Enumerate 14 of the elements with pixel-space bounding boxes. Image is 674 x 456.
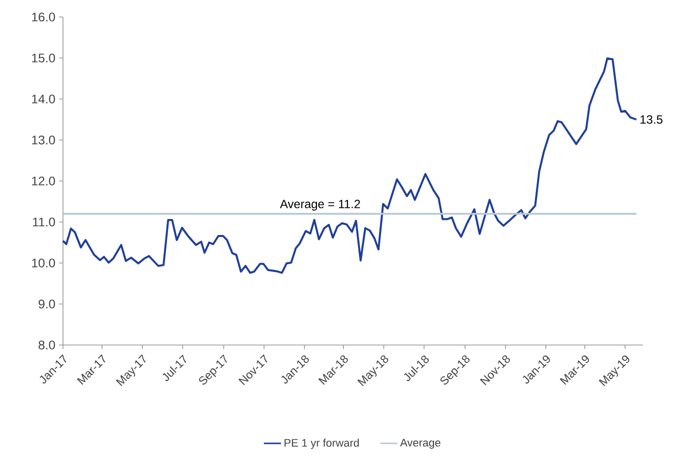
legend-label: PE 1 yr forward [284, 438, 359, 449]
y-tick-label: 12.0 [32, 176, 55, 186]
y-tick-label: 8.0 [38, 340, 55, 350]
data-label: 13.5 [640, 115, 662, 124]
y-tick-label: 13.0 [32, 136, 55, 144]
y-tick-label: 14.0 [32, 94, 55, 104]
y-tick-label: 16.0 [32, 12, 55, 22]
annotation: Average = 11.2 [280, 200, 360, 211]
y-tick-label: 10.0 [32, 258, 55, 268]
line-series [62, 57, 638, 274]
legend-label: Average [400, 438, 440, 449]
y-tick-label: 15.0 [32, 54, 55, 62]
y-tick-label: 9.0 [38, 300, 55, 308]
y-tick-label: 11.0 [33, 218, 55, 226]
